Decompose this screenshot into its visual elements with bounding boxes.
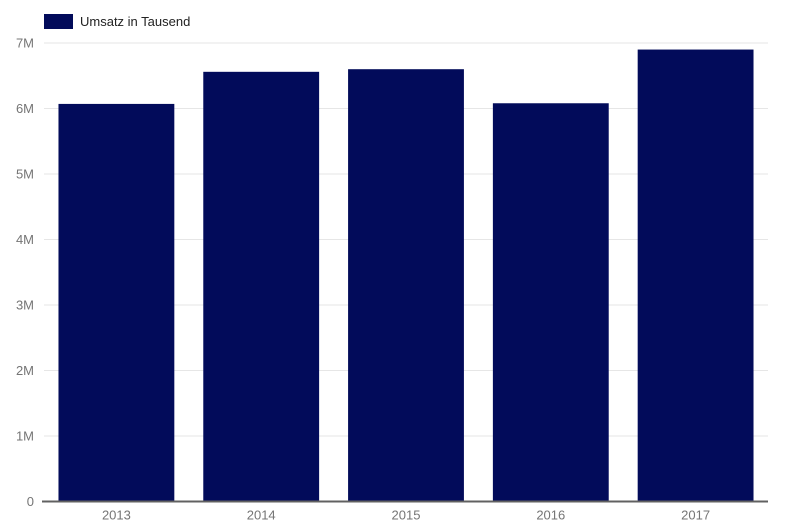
bar-2017[interactable] [637,49,754,502]
bar-2013[interactable] [58,103,175,502]
y-tick-label: 1M [16,429,34,444]
chart-legend: Umsatz in Tausend [44,13,190,29]
y-tick-label: 3M [16,298,34,313]
x-tick-label: 2016 [536,508,565,523]
bar-2014[interactable] [203,71,320,502]
legend-label: Umsatz in Tausend [80,13,191,29]
y-tick-label: 7M [16,36,34,51]
x-tick-label: 2014 [247,508,276,523]
y-tick-label: 4M [16,232,34,247]
y-tick-label: 2M [16,363,34,378]
legend-color-swatch [44,13,73,29]
x-tick-label: 2013 [102,508,131,523]
y-tick-label: 0 [27,494,34,509]
y-tick-label: 6M [16,101,34,116]
y-tick-label: 5M [16,167,34,182]
bar-2015[interactable] [348,69,464,502]
bar-2016[interactable] [492,103,609,502]
x-tick-label: 2015 [392,508,421,523]
x-tick-label: 2017 [681,508,710,523]
